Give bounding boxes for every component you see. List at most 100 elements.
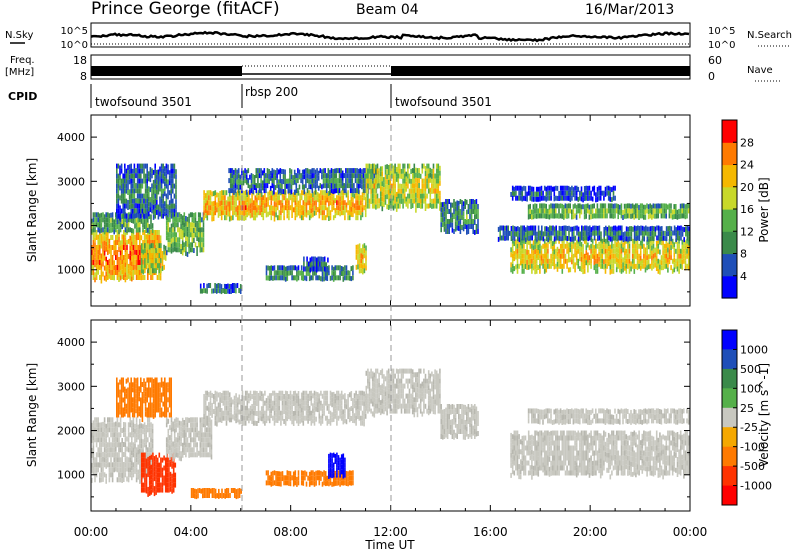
heatmap-cell <box>341 180 344 186</box>
heatmap-cell <box>181 235 184 241</box>
heatmap-cell <box>94 227 96 233</box>
heatmap-cell <box>601 258 604 264</box>
heatmap-cell <box>296 266 298 272</box>
heatmap-cell <box>305 202 308 208</box>
heatmap-cell <box>127 377 129 383</box>
heatmap-cell <box>423 193 425 199</box>
heatmap-cell <box>201 232 203 238</box>
heatmap-cell <box>142 444 144 450</box>
heatmap-cell <box>124 411 126 417</box>
heatmap-cell <box>551 246 554 252</box>
heatmap-cell <box>107 227 109 233</box>
heatmap-cell <box>97 467 99 473</box>
heatmap-cell <box>116 230 119 235</box>
heatmap-cell <box>140 377 142 383</box>
heatmap-cell <box>670 208 672 214</box>
heatmap-cell <box>411 193 414 199</box>
heatmap-cell <box>314 179 317 185</box>
heatmap-cell <box>154 188 156 194</box>
heatmap-cell <box>260 178 262 184</box>
heatmap-cell <box>115 255 117 260</box>
heatmap-cell <box>152 393 155 399</box>
heatmap-cell <box>212 216 215 222</box>
heatmap-cell <box>302 200 305 206</box>
heatmap-cell <box>526 225 529 231</box>
heatmap-cell <box>612 248 615 254</box>
heatmap-cell <box>606 226 609 232</box>
heatmap-cell <box>534 259 536 265</box>
heatmap-cell <box>303 169 306 175</box>
heatmap-cell <box>172 188 174 194</box>
heatmap-cell <box>365 245 367 251</box>
heatmap-cell <box>115 265 117 270</box>
heatmap-cell <box>193 218 195 223</box>
heatmap-cell <box>100 422 103 428</box>
heatmap-cell <box>288 210 290 216</box>
heatmap-cell <box>593 225 596 231</box>
heatmap-cell <box>309 179 312 185</box>
heatmap-cell <box>100 442 103 448</box>
heatmap-cell <box>152 184 155 190</box>
heatmap-cell <box>121 443 123 448</box>
heatmap-cell <box>129 422 131 428</box>
heatmap-cell <box>267 265 269 271</box>
heatmap-cell <box>147 456 149 462</box>
heatmap-cell <box>305 173 307 179</box>
heatmap-cell <box>137 270 139 275</box>
heatmap-cell <box>527 214 530 220</box>
heatmap-cell <box>381 176 384 182</box>
heatmap-cell <box>288 270 290 276</box>
heatmap-cell <box>116 427 119 433</box>
heatmap-cell <box>135 240 138 245</box>
heatmap-cell <box>354 168 357 174</box>
heatmap-cell <box>445 229 447 234</box>
heatmap-cell <box>167 194 169 200</box>
heatmap-cell <box>371 163 374 169</box>
heatmap-cell <box>145 449 147 455</box>
heatmap-cell <box>103 235 106 241</box>
heatmap-cell <box>376 173 379 179</box>
heatmap-cell <box>451 217 454 223</box>
heatmap-cell <box>571 209 573 215</box>
heatmap-cell <box>635 208 637 214</box>
heatmap-cell <box>532 214 535 220</box>
heatmap-cell <box>591 238 594 244</box>
heatmap-cell <box>563 185 565 191</box>
heatmap-cell <box>595 213 597 219</box>
heatmap-cell <box>524 186 527 192</box>
heatmap-cell <box>146 213 148 219</box>
heatmap-cell <box>268 169 270 174</box>
heatmap-cell <box>255 173 258 179</box>
heatmap-cell <box>99 245 101 250</box>
heatmap-cell <box>545 191 548 197</box>
heatmap-cell <box>539 203 541 209</box>
heatmap-cell <box>135 208 137 214</box>
heatmap-cell <box>148 490 151 496</box>
heatmap-cell <box>145 264 147 270</box>
heatmap-cell <box>348 205 351 211</box>
heatmap-cell <box>162 163 164 169</box>
heatmap-cell <box>147 227 149 233</box>
heatmap-cell <box>537 245 540 250</box>
heatmap-cell <box>286 208 289 214</box>
heatmap-cell <box>302 205 305 211</box>
heatmap-cell <box>553 191 556 197</box>
heatmap-cell <box>628 248 631 254</box>
heatmap-cell <box>553 186 556 192</box>
heatmap-cell <box>472 204 474 209</box>
heatmap-cell <box>164 181 166 187</box>
heatmap-region-15 <box>497 225 690 243</box>
heatmap-cell <box>143 240 146 245</box>
heatmap-cell <box>219 211 221 216</box>
heatmap-cell <box>249 184 251 190</box>
heatmap-cell <box>123 270 125 275</box>
heatmap-cell <box>261 180 264 186</box>
heatmap-cell <box>292 192 295 198</box>
heatmap-cell <box>665 226 668 232</box>
heatmap-cell <box>118 237 120 242</box>
heatmap-cell <box>410 168 412 174</box>
heatmap-cell <box>144 396 147 402</box>
heatmap-cell <box>582 236 585 242</box>
heatmap-cell <box>156 199 158 205</box>
heatmap-cell <box>631 243 634 249</box>
